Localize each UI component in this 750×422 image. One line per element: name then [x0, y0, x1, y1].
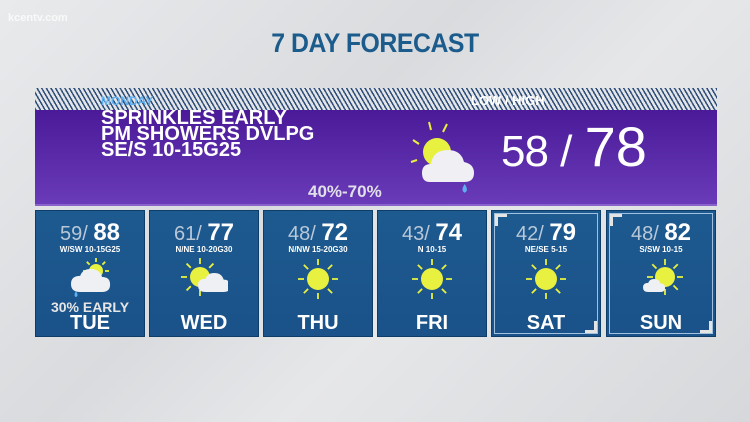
day-card-wed[interactable]: 61/ 77 N/NE 10-20G30 WED: [149, 210, 259, 337]
day-wind: S/SW 10-15: [639, 245, 683, 254]
day-high: 72: [321, 219, 349, 246]
sun-icon: [378, 255, 486, 303]
day-name: TUE: [70, 312, 110, 334]
sun-icon: [412, 259, 452, 299]
day-card-sun[interactable]: 48/ 82 S/SW 10-15 SUN: [606, 210, 716, 337]
desc-line: PM SHOWERS DVLPG: [101, 123, 315, 145]
sun-icon: [298, 259, 338, 299]
cloud-sun-rain-icon: [71, 258, 111, 297]
day-low: 61: [173, 223, 197, 245]
day-name: FRI: [415, 312, 449, 334]
sun-cloud-icon: [181, 258, 228, 296]
today-low: 58: [501, 127, 549, 176]
day-wind: N/NE 10-20G30: [175, 245, 233, 254]
day-temps: 42/ 79: [515, 219, 577, 246]
day-temps: 48/ 72: [287, 219, 349, 246]
day-wind: W/SW 10-15G25: [59, 245, 121, 254]
today-description: SPRINKLES EARLY PM SHOWERS DVLPG SE/S 10…: [101, 107, 315, 161]
corner-bracket: [585, 321, 597, 333]
desc-line: SPRINKLES EARLY: [101, 107, 287, 129]
day-low: 42: [515, 223, 539, 245]
day-card-tue[interactable]: 59/ 88 W/SW 10-15G25 30% EARLY TUE: [35, 210, 145, 337]
day-low: 48: [287, 223, 311, 245]
day-name: WED: [180, 312, 228, 334]
day-wind: NE/SE 5-15: [524, 245, 568, 254]
watermark: kcentv.com: [8, 12, 68, 24]
hatch-divider: [35, 88, 717, 110]
today-panel: MONDAY SPRINKLES EARLY PM SHOWERS DVLPG …: [35, 93, 717, 206]
day-high: 88: [93, 219, 121, 246]
day-name: THU: [297, 312, 339, 334]
day-high: 74: [435, 219, 463, 246]
partly-cloudy-rain-icon: [410, 121, 474, 193]
sun-small-cloud-icon: [607, 255, 715, 303]
day-temps: 59/ 88: [59, 219, 121, 246]
cloud-sun-rain-icon: [36, 255, 144, 303]
corner-bracket: [700, 321, 712, 333]
sun-cloud-icon: [150, 255, 258, 303]
corner-bracket: [495, 214, 507, 226]
day-low: 48: [630, 223, 654, 245]
desc-line: SE/S 10-15G25: [101, 139, 242, 161]
today-precip: 40%-70%: [308, 182, 382, 201]
today-day: MONDAY: [101, 94, 154, 108]
day-temps: 43/ 74: [401, 219, 463, 246]
day-low: 59: [59, 223, 83, 245]
day-name: SAT: [526, 312, 566, 334]
day-name: SUN: [639, 312, 683, 334]
today-high: 78: [584, 115, 647, 178]
day-high: 77: [207, 219, 235, 246]
page-title: 7 DAY FORECAST: [271, 28, 479, 58]
today-temps: 58 / 78: [501, 115, 647, 178]
sun-icon: [492, 255, 600, 303]
day-wind: N/NW 15-20G30: [288, 245, 348, 254]
day-note: 30% EARLY: [50, 299, 130, 315]
day-high: 82: [664, 219, 692, 246]
low-high-label: LOW / HIGH: [471, 93, 545, 108]
day-temps: 61/ 77: [173, 219, 235, 246]
day-low: 43: [401, 223, 425, 245]
sun-icon: [264, 255, 372, 303]
day-temps: 48/ 82: [630, 219, 692, 246]
day-wind: N 10-15: [417, 245, 447, 254]
day-card-thu[interactable]: 48/ 72 N/NW 15-20G30 THU: [263, 210, 373, 337]
day-card-sat[interactable]: 42/ 79 NE/SE 5-15 SAT: [491, 210, 601, 337]
sun-small-cloud-icon: [643, 259, 683, 295]
sun-icon: [526, 259, 566, 299]
day-high: 79: [549, 219, 577, 246]
corner-bracket: [610, 214, 622, 226]
day-card-fri[interactable]: 43/ 74 N 10-15 FRI: [377, 210, 487, 337]
